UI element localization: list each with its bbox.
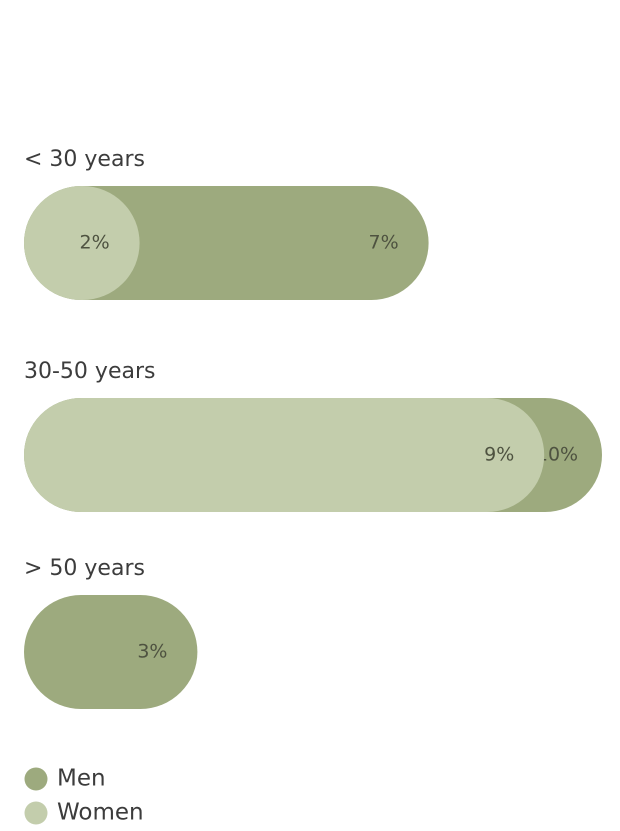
value-label: 2% <box>80 232 110 254</box>
bar <box>24 186 140 300</box>
bar <box>24 398 545 512</box>
bar <box>24 595 198 709</box>
value-label: 10% <box>536 444 578 466</box>
value-label: 9% <box>484 444 514 466</box>
category-label: < 30 years <box>24 147 145 172</box>
category-label: 30-50 years <box>24 359 155 384</box>
value-label: 3% <box>137 641 167 663</box>
legend-swatch <box>24 801 48 825</box>
value-label: 7% <box>369 232 399 254</box>
category-label: > 50 years <box>24 556 145 581</box>
legend-swatch <box>24 767 48 791</box>
legend-label: Women <box>57 800 144 826</box>
legend-label: Men <box>57 766 106 792</box>
